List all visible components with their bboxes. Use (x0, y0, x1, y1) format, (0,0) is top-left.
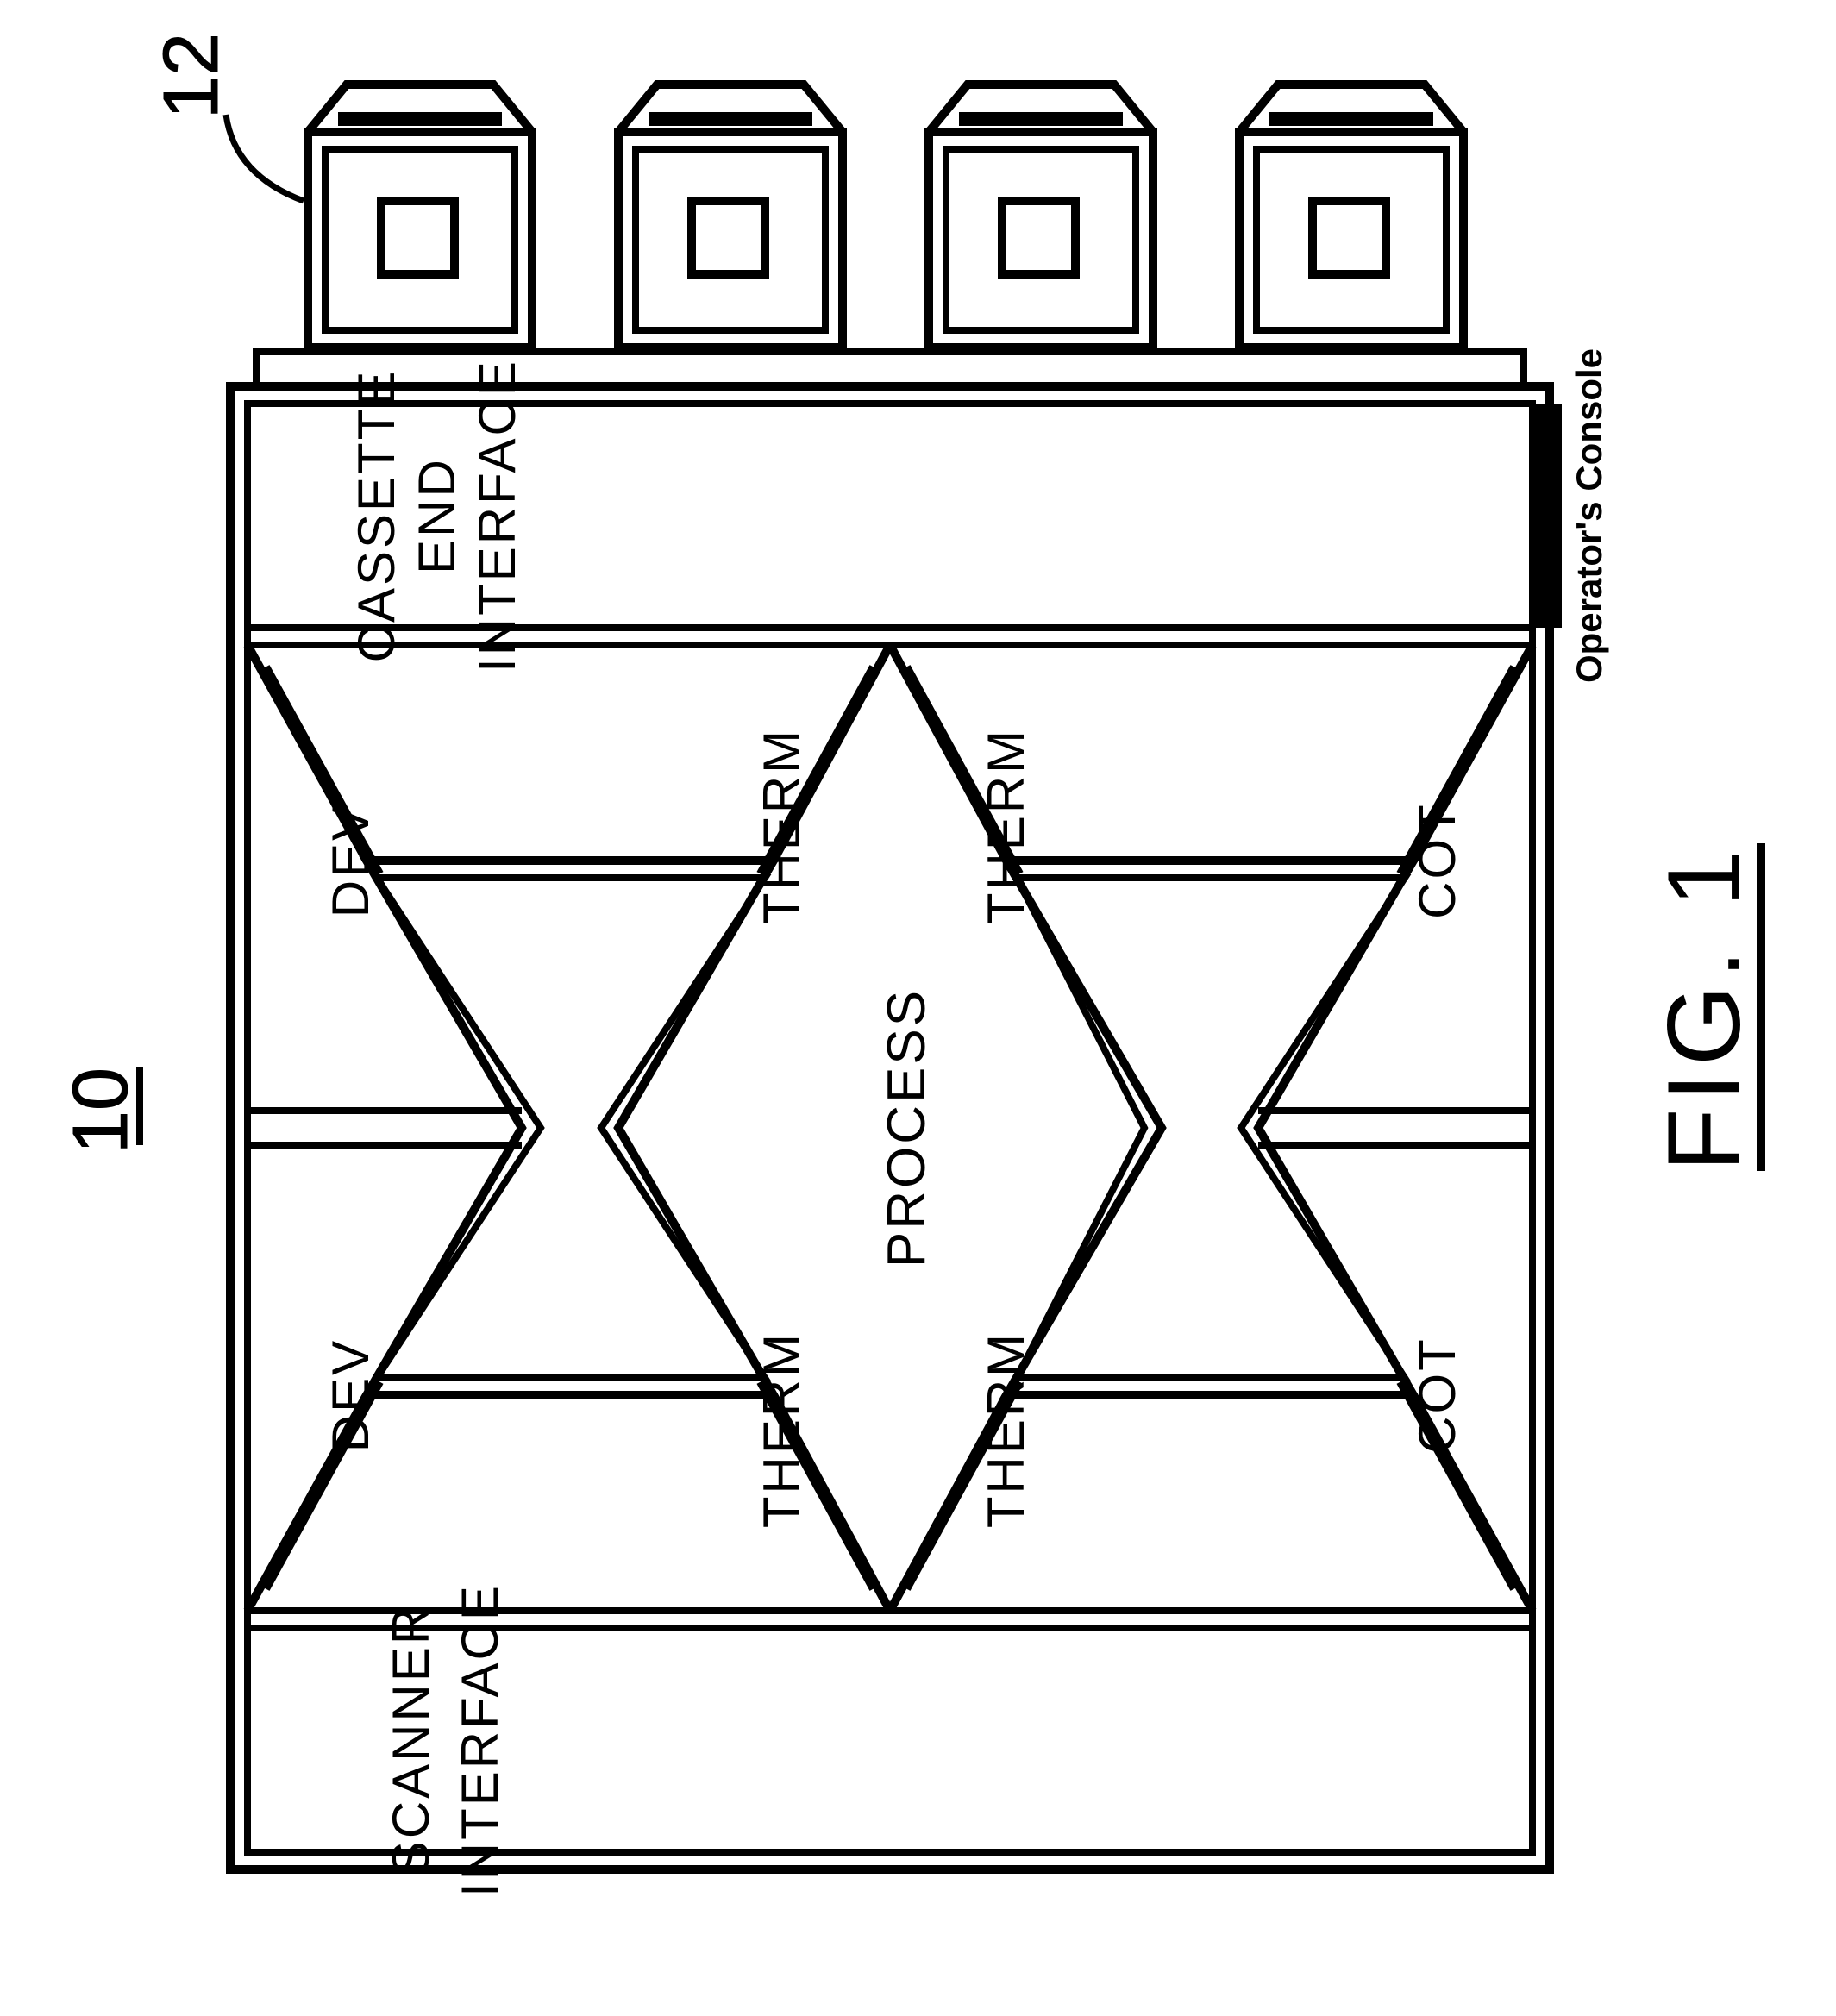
cassette-end-label-2: END (408, 457, 466, 574)
figure-label: FIG. 1 (1646, 842, 1762, 1171)
hex-top (367, 861, 774, 1395)
cassette-port-1 (308, 85, 532, 347)
operators-console-label: Operator's Console (1569, 348, 1609, 683)
cot-left-label: COT (1408, 1337, 1466, 1454)
scanner-interface-label-2: INTERFACE (451, 1583, 509, 1897)
diagram-viewport: 10 12 SCANNER INTERFACE CASSETTE END INT… (0, 0, 1836, 2016)
ref-12: 12 (148, 33, 235, 119)
hex-bottom (1006, 861, 1413, 1395)
figure-label-group: FIG. 1 (1646, 842, 1762, 1171)
ref-10: 10 (58, 1067, 144, 1154)
therm-tr-label: THERM (753, 728, 811, 924)
annotations: 10 12 (58, 33, 304, 1154)
cassette-end-label-3: INTERFACE (468, 359, 526, 673)
operators-console (1532, 404, 1562, 628)
cassette-end-label-1: CASSETTE (348, 369, 405, 663)
figure-svg: 10 12 SCANNER INTERFACE CASSETTE END INT… (0, 0, 1833, 2016)
cassette-port-3 (929, 85, 1153, 347)
therm-bl-label: THERM (977, 1331, 1035, 1528)
therm-br-label: THERM (977, 728, 1035, 924)
cassette-ports (256, 85, 1524, 386)
cassette-port-2 (618, 85, 843, 347)
cot-right-label: COT (1408, 802, 1466, 919)
dev-left-label: DEV (322, 1338, 379, 1452)
therm-tl-label: THERM (753, 1331, 811, 1528)
cassette-port-4 (1239, 85, 1463, 347)
scanner-interface-label-1: SCANNER (382, 1605, 440, 1875)
dev-right-label: DEV (322, 804, 379, 917)
process-label: PROCESS (877, 988, 937, 1268)
